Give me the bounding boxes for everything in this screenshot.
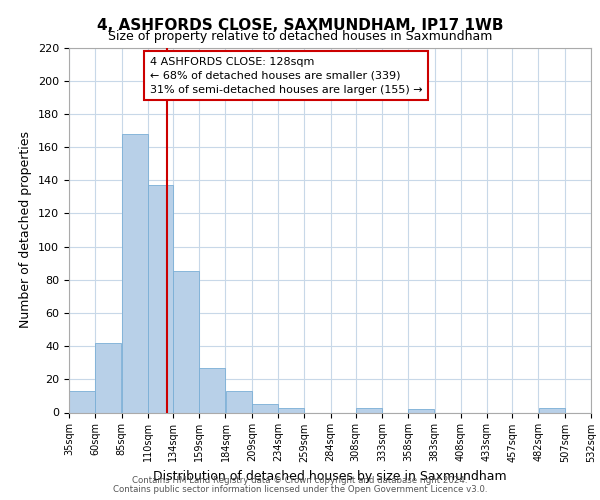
X-axis label: Distribution of detached houses by size in Saxmundham: Distribution of detached houses by size …	[153, 470, 507, 483]
Y-axis label: Number of detached properties: Number of detached properties	[19, 132, 32, 328]
Bar	[148, 185, 173, 412]
Bar	[173, 272, 199, 412]
Text: Contains HM Land Registry data © Crown copyright and database right 2024.: Contains HM Land Registry data © Crown c…	[132, 476, 468, 485]
Bar	[226, 391, 251, 412]
Bar	[95, 343, 121, 412]
Text: 4 ASHFORDS CLOSE: 128sqm
← 68% of detached houses are smaller (339)
31% of semi-: 4 ASHFORDS CLOSE: 128sqm ← 68% of detach…	[150, 56, 422, 94]
Text: 4, ASHFORDS CLOSE, SAXMUNDHAM, IP17 1WB: 4, ASHFORDS CLOSE, SAXMUNDHAM, IP17 1WB	[97, 18, 503, 32]
Bar	[199, 368, 226, 412]
Bar	[356, 408, 382, 412]
Bar	[69, 391, 95, 412]
Text: Contains public sector information licensed under the Open Government Licence v3: Contains public sector information licen…	[113, 484, 487, 494]
Bar	[252, 404, 278, 412]
Bar	[539, 408, 565, 412]
Bar	[278, 408, 304, 412]
Bar	[122, 134, 148, 412]
Bar	[409, 409, 434, 412]
Text: Size of property relative to detached houses in Saxmundham: Size of property relative to detached ho…	[108, 30, 492, 43]
